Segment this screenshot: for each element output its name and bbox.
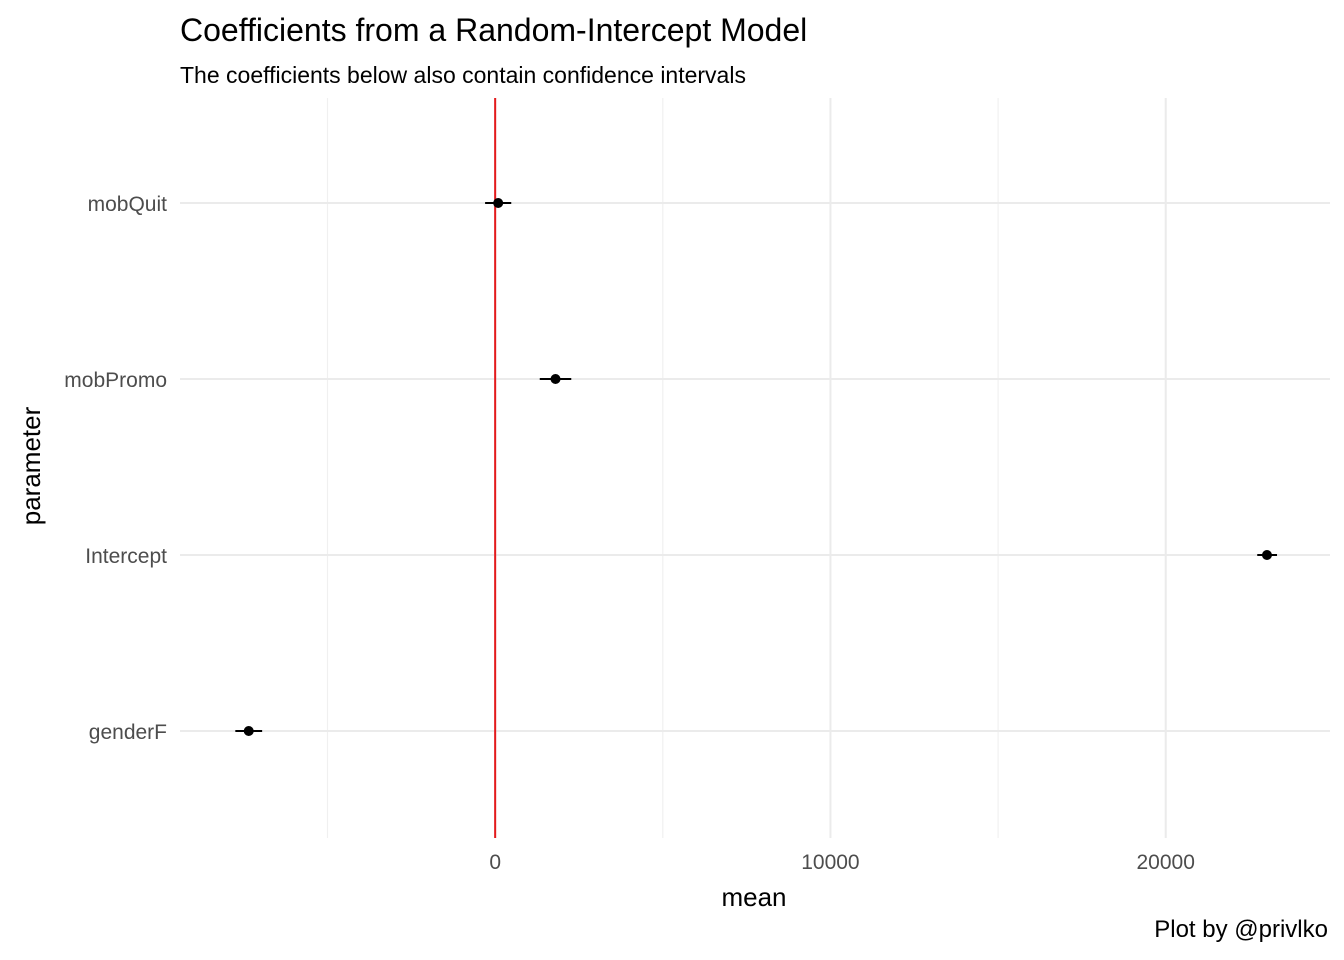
y-tick-label-genderf: genderF [89, 721, 167, 744]
y-tick-label-mobpromo: mobPromo [64, 369, 167, 392]
points-group [235, 198, 1278, 736]
y-tick-label-mobquit: mobQuit [88, 193, 168, 216]
x-tick-labels: 0 10000 20000 [489, 851, 1195, 874]
point-mobquit [493, 198, 504, 208]
x-tick-label: 10000 [801, 851, 859, 874]
y-tick-label-intercept: Intercept [85, 545, 167, 568]
x-tick-label: 0 [489, 851, 501, 874]
chart-title: Coefficients from a Random-Intercept Mod… [180, 12, 808, 48]
chart-caption: Plot by @privlko [1154, 916, 1328, 943]
y-axis-label: parameter [16, 406, 46, 526]
y-tick-labels: genderF Intercept mobPromo mobQuit [64, 193, 167, 744]
point-intercept [1261, 550, 1272, 560]
grid-lines [180, 98, 1330, 838]
point-mobpromo [550, 374, 561, 384]
point-genderf [243, 726, 254, 736]
x-tick-label: 20000 [1137, 851, 1195, 874]
x-axis-label: mean [721, 882, 787, 912]
chart-subtitle: The coefficients below also contain conf… [180, 62, 746, 88]
